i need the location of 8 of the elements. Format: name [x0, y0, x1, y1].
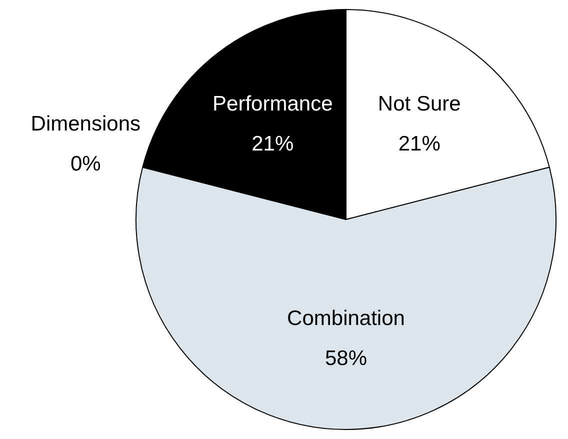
data-label: 58%: [324, 346, 368, 370]
data-label: 21%: [398, 132, 440, 156]
slice-label: Not Sure: [378, 92, 461, 116]
text: 0%: [70, 152, 101, 176]
slice-label: Combination: [287, 306, 405, 330]
slice-label: Performance: [212, 92, 333, 116]
data-label: 21%: [252, 132, 294, 156]
category-label: Dimensions: [30, 112, 141, 136]
